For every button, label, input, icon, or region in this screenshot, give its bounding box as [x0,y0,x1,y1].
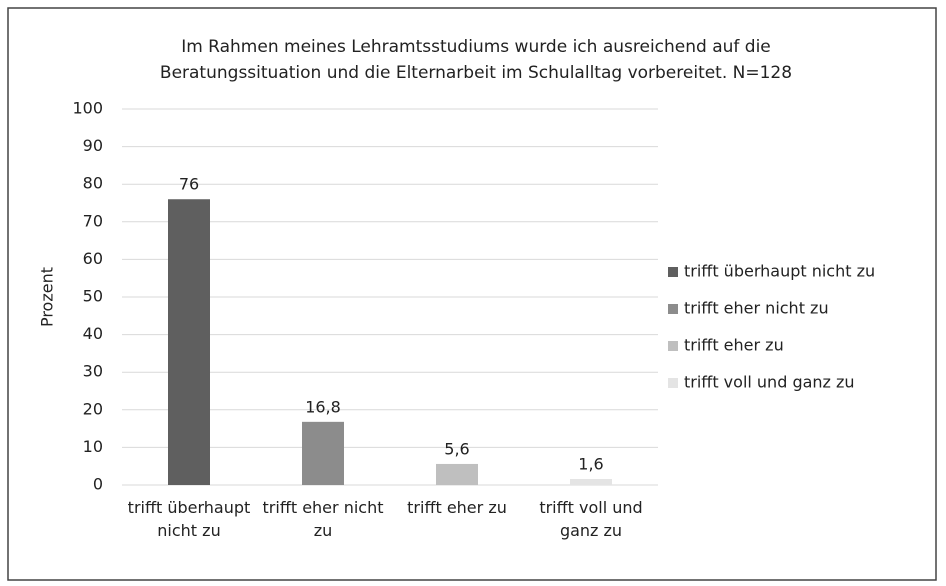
x-tick-label: trifft eher zu [407,498,507,517]
chart-title: Im Rahmen meines Lehramtsstudiums wurde … [159,37,793,83]
legend-label: trifft eher zu [684,336,784,355]
y-tick-label: 60 [83,249,103,268]
bar [302,421,344,485]
bar [570,478,612,485]
x-tick-label: trifft voll und ganz zu [539,498,643,540]
y-axis-label: Prozent [38,267,57,327]
legend-label: trifft überhaupt nicht zu [684,262,875,281]
y-tick-label: 0 [93,475,103,494]
value-label: 1,6 [578,454,603,473]
legend-swatch [668,341,678,351]
y-tick-label: 90 [83,136,103,155]
y-tick-label: 100 [72,99,103,118]
bar [168,199,210,486]
x-tick-label: trifft eher nicht zu [262,498,384,540]
y-tick-label: 70 [83,211,103,230]
frame [7,7,937,581]
bar [436,463,478,485]
legend-label: trifft voll und ganz zu [684,373,855,392]
value-label: 76 [179,175,199,194]
legend-swatch [668,267,678,277]
value-label: 5,6 [444,439,469,458]
legend-label: trifft eher nicht zu [684,299,829,318]
legend-swatch [668,304,678,314]
x-tick-label: trifft überhaupt nicht zu [127,498,251,540]
y-tick-label: 20 [83,399,103,418]
y-tick-label: 30 [83,362,103,381]
y-tick-label: 10 [83,437,103,456]
legend-swatch [668,378,678,388]
value-label: 16,8 [305,397,341,416]
y-tick-label: 40 [83,324,103,343]
y-tick-label: 50 [83,287,103,306]
y-tick-label: 80 [83,174,103,193]
